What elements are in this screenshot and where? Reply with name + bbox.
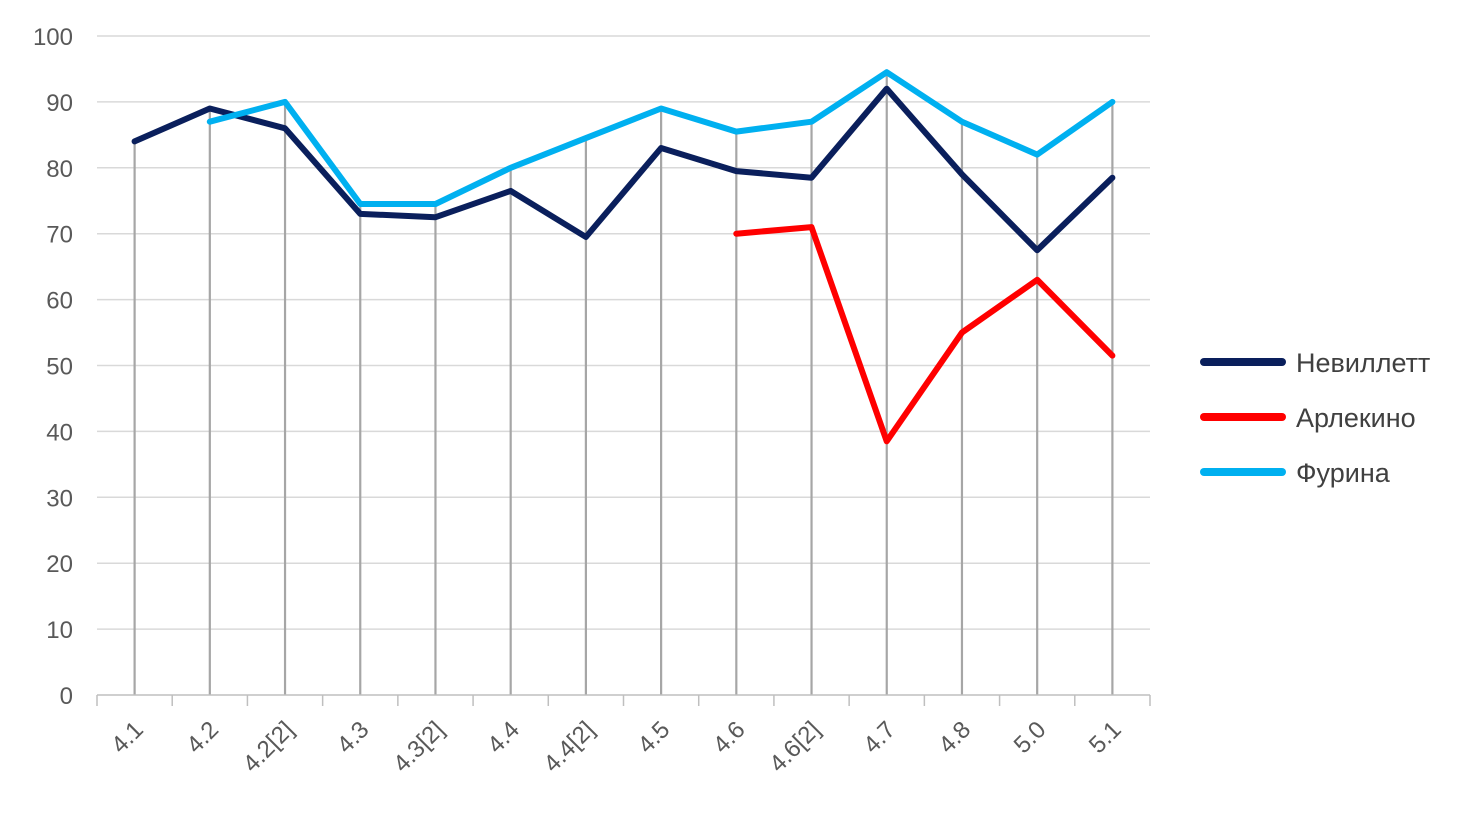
x-tick-label: 4.5 xyxy=(633,716,676,759)
x-tick-label: 4.2 xyxy=(181,716,224,759)
y-tick-label: 80 xyxy=(46,156,73,183)
y-tick-label: 30 xyxy=(46,485,73,512)
legend-label: Невиллетт xyxy=(1296,348,1430,378)
y-tick-label: 50 xyxy=(46,354,73,381)
x-tick-label: 4.2[2] xyxy=(238,716,300,778)
gridlines xyxy=(97,35,1150,630)
y-axis-tick-labels: 0 10 20 30 40 50 60 70 80 90 100 xyxy=(33,24,73,710)
y-tick-label: 70 xyxy=(46,222,73,249)
legend: Невиллетт Арлекино Фурина xyxy=(1200,348,1430,488)
y-tick-label: 40 xyxy=(46,419,73,446)
y-tick-label: 10 xyxy=(46,617,73,644)
series-line-3 xyxy=(206,69,1116,207)
y-tick-label: 0 xyxy=(60,683,73,710)
x-axis xyxy=(96,694,1151,706)
x-tick-label: 4.1 xyxy=(106,716,149,759)
series-line-1 xyxy=(131,85,1116,254)
x-tick-label: 4.3 xyxy=(332,716,375,759)
x-tick-label: 4.7 xyxy=(858,716,901,759)
x-axis-tick-labels: 4.1 4.2 4.2[2] 4.3 4.3[2] 4.4 4.4[2] 4.5 4.6 4.6[… xyxy=(106,716,1126,778)
legend-label: Арлекино xyxy=(1296,403,1416,433)
y-tick-label: 100 xyxy=(33,24,73,51)
x-tick-label: 5.1 xyxy=(1084,716,1127,759)
legend-label: Фурина xyxy=(1296,458,1391,488)
x-tick-label: 4.8 xyxy=(934,716,977,759)
x-tick-label: 4.4[2] xyxy=(539,716,601,778)
drop-lines xyxy=(133,72,1114,695)
x-tick-label: 4.6[2] xyxy=(764,716,826,778)
y-tick-label: 20 xyxy=(46,551,73,578)
y-tick-label: 60 xyxy=(46,288,73,315)
y-tick-label: 90 xyxy=(46,90,73,117)
x-tick-label: 4.4 xyxy=(482,716,525,759)
x-tick-label: 5.0 xyxy=(1009,716,1052,759)
series-lines xyxy=(131,69,1116,445)
x-tick-label: 4.3[2] xyxy=(388,716,450,778)
x-tick-label: 4.6 xyxy=(708,716,751,759)
series-line-2 xyxy=(733,224,1116,445)
